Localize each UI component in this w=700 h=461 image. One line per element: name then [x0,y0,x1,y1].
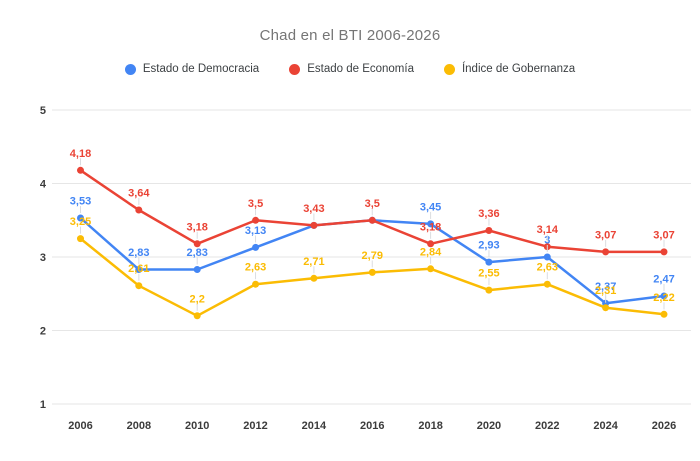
legend-dot-icon [124,63,136,75]
data-point[interactable] [543,253,551,261]
data-label: 2,83 [128,247,149,259]
data-label: 3,18 [420,221,441,233]
data-label: 2,31 [595,285,616,297]
x-axis-label: 2022 [535,420,559,432]
data-label: 3,43 [303,203,324,215]
legend-item-economia: Estado de Economía [289,63,414,75]
legend-item-gobernanza: Índice de Gobernanza [443,63,576,75]
legend-label: Índice de Gobernanza [461,63,576,75]
x-axis-label: 2016 [360,420,384,432]
data-label: 3,25 [70,216,91,228]
data-label: 3,36 [478,208,499,220]
y-axis-label: 5 [40,105,46,117]
data-point[interactable] [602,248,610,256]
data-point[interactable] [310,274,318,282]
data-point[interactable] [135,206,143,214]
legend-label: Estado de Democracia [142,63,260,75]
data-point[interactable] [485,258,493,266]
data-label: 2,63 [537,262,558,274]
y-axis-label: 4 [40,179,47,191]
data-label: 2,61 [128,263,149,275]
data-label: 4,18 [70,148,91,160]
x-axis-label: 2006 [68,420,92,432]
data-point[interactable] [427,265,435,273]
data-label: 3,07 [653,229,674,241]
data-point[interactable] [368,216,376,224]
data-label: 3,5 [248,198,263,210]
data-point[interactable] [252,280,260,288]
legend: Estado de Democracia Estado de Economía … [0,63,700,75]
data-label: 3,13 [245,225,266,237]
chart-title: Chad en el BTI 2006-2026 [259,27,441,44]
data-label: 2,37 [595,281,616,293]
data-point[interactable] [135,282,143,290]
data-point[interactable] [485,227,493,234]
x-axis-label: 2008 [127,420,151,432]
data-point[interactable] [135,266,143,273]
y-axis-label: 2 [40,326,46,338]
data-point[interactable] [77,235,84,243]
data-label: 3,18 [186,221,207,233]
legend-dot-icon [443,63,455,75]
x-axis-label: 2020 [477,420,501,432]
data-point[interactable] [427,240,435,248]
data-label: 2,71 [303,256,324,268]
data-label: 3,07 [595,229,616,241]
data-label: 2,84 [420,246,442,258]
data-point[interactable] [77,214,84,222]
data-point[interactable] [427,220,435,228]
data-point[interactable] [602,304,610,312]
data-point[interactable] [77,166,84,174]
data-label: 2,22 [653,292,674,304]
data-label: 3,53 [70,196,91,208]
legend-item-democracia: Estado de Democracia [124,63,260,75]
y-axis-label: 3 [40,252,46,264]
data-point[interactable] [485,286,493,294]
data-point[interactable] [193,266,201,273]
data-label: 3,14 [537,224,559,236]
data-point[interactable] [660,310,668,318]
legend-label: Estado de Economía [307,63,414,75]
data-point[interactable] [252,243,260,251]
data-point[interactable] [310,221,318,229]
x-axis-label: 2012 [243,420,267,432]
x-axis-label: 2014 [302,420,327,432]
data-point[interactable] [660,248,668,256]
data-point[interactable] [193,240,201,248]
x-axis-label: 2010 [185,420,209,432]
y-axis-label: 1 [40,399,46,411]
data-label: 2,93 [478,240,499,252]
data-label: 2,83 [186,247,207,259]
data-point[interactable] [660,292,668,300]
data-label: 2,63 [245,262,266,274]
x-axis-label: 2024 [593,420,618,432]
data-label: 2,47 [653,273,674,285]
data-label: 3,64 [128,187,150,199]
data-point[interactable] [543,280,551,288]
data-point[interactable] [193,312,201,320]
legend-dot-icon [289,63,301,75]
data-label: 2,2 [190,293,205,305]
x-axis-label: 2018 [418,420,442,432]
data-label: 3,45 [420,201,441,213]
data-label: 3,5 [365,198,380,210]
data-label: 2,55 [478,268,499,280]
data-point[interactable] [252,216,260,224]
data-label: 2,79 [362,250,383,262]
x-axis-label: 2026 [652,420,676,432]
data-point[interactable] [368,268,376,276]
